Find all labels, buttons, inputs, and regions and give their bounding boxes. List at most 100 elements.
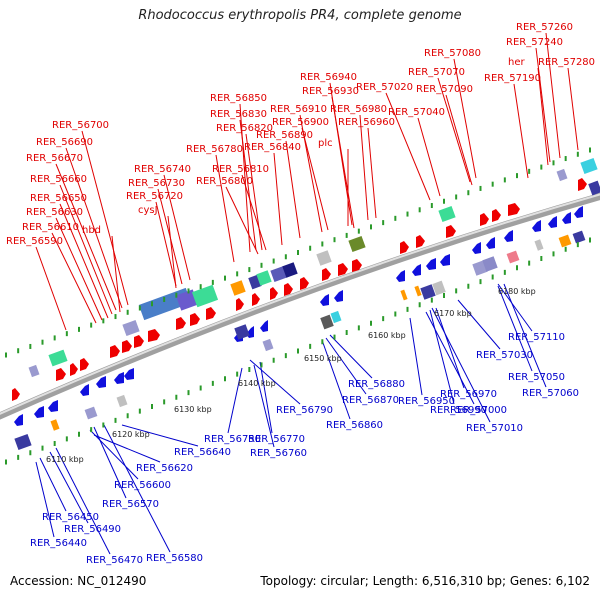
bottom-gene-label: RER_56470 [86, 555, 143, 566]
scale-tick [17, 454, 20, 460]
top-gene-label: RER_56810 [212, 164, 269, 175]
gene-block [262, 338, 274, 352]
scale-tick [5, 352, 7, 358]
scale-tick [552, 251, 555, 257]
scale-tick [430, 203, 433, 209]
bottom-gene-label: RER_56750 [204, 434, 261, 445]
bottom-gene-label: RER_56620 [136, 463, 193, 474]
gene-block [28, 364, 40, 378]
top-label-leader [81, 130, 129, 306]
scale-tick [406, 306, 409, 312]
top-gene-label: RER_56720 [126, 191, 183, 202]
top-gene-label: RER_56900 [272, 117, 329, 128]
scale-tick [297, 250, 299, 255]
scale-tick [126, 413, 129, 419]
top-gene-label: RER_57020 [356, 82, 413, 93]
top-gene-label: RER_56730 [128, 178, 185, 189]
scale-tick [65, 331, 68, 337]
forward-gene-arrow [416, 235, 425, 248]
scale-tick [576, 151, 579, 157]
scale-tick [224, 376, 226, 382]
top-gene-label: RER_56890 [256, 130, 313, 141]
bottom-label-leader [497, 285, 533, 372]
topology-label: Topology: circular; Length: 6,516,310 bp… [260, 574, 590, 588]
top-gene-label: RER_56930 [302, 86, 359, 97]
forward-gene-arrow [110, 345, 120, 358]
bottom-label-leader [435, 307, 465, 389]
scale-tick [467, 283, 470, 289]
gene-block [282, 262, 298, 278]
top-label-leader [65, 147, 123, 309]
forward-gene-arrow [338, 263, 348, 276]
top-label-leader [55, 163, 117, 311]
scale-kbp-label: 6170 kbp [434, 309, 472, 318]
scale-tick [5, 459, 7, 465]
scale-tick [53, 441, 56, 446]
reverse-gene-arrow [440, 254, 450, 266]
scale-tick [211, 380, 214, 386]
forward-gene-arrow [80, 358, 89, 371]
bottom-label-leader [429, 309, 455, 405]
scale-kbp-label: 6120 kbp [112, 430, 150, 439]
reverse-gene-arrow [562, 212, 571, 224]
reverse-gene-arrow [396, 270, 405, 282]
gene-block [14, 433, 32, 451]
top-label-leader [225, 186, 259, 255]
top-label-leader [167, 215, 177, 289]
forward-gene-arrow [134, 335, 144, 348]
scale-tick [138, 305, 141, 311]
top-label-leader [301, 127, 329, 231]
bottom-gene-label: RER_57010 [466, 423, 523, 434]
scale-tick [309, 245, 312, 251]
top-label-leader [35, 246, 67, 331]
top-gene-label: RER_56820 [216, 123, 273, 134]
top-gene-label: RER_56590 [6, 236, 63, 247]
scale-tick [163, 296, 166, 302]
scale-tick [272, 357, 275, 363]
scale-tick [564, 246, 567, 252]
forward-gene-arrow [236, 298, 244, 311]
top-gene-label: RER_56660 [30, 174, 87, 185]
scale-tick [418, 302, 421, 308]
accession-label: Accession: NC_012490 [10, 574, 147, 588]
top-gene-label: RER_56960 [338, 117, 395, 128]
top-label-leader [59, 184, 113, 315]
top-gene-label: RER_57040 [388, 107, 445, 118]
top-label-leader [215, 154, 235, 263]
bottom-gene-label: RER_57050 [508, 372, 565, 383]
scale-tick [394, 215, 397, 221]
reverse-gene-arrow [334, 290, 343, 302]
scale-tick [272, 258, 275, 264]
scale-tick [248, 267, 251, 273]
gene-block [122, 319, 140, 337]
bottom-label-leader [431, 307, 491, 423]
bottom-label-leader [227, 367, 243, 434]
reverse-gene-arrow [472, 242, 481, 254]
top-gene-label: hbd [82, 225, 101, 236]
top-gene-label: RER_57080 [424, 48, 481, 59]
scale-kbp-label: 6140 kbp [238, 379, 276, 388]
top-label-leader [55, 217, 103, 321]
bottom-gene-label: RER_57030 [476, 350, 533, 361]
bottom-gene-label: RER_56640 [174, 447, 231, 458]
forward-gene-arrow [56, 368, 66, 381]
scale-tick [284, 254, 287, 260]
scale-tick [455, 194, 458, 200]
top-label-leader [453, 58, 477, 179]
bottom-label-leader [89, 429, 139, 480]
top-label-leader [359, 114, 369, 221]
scale-tick [199, 284, 202, 290]
bottom-gene-label: RER_56860 [326, 420, 383, 431]
scale-tick [187, 390, 190, 396]
bottom-label-leader [325, 337, 367, 395]
gene-block [572, 230, 586, 244]
gene-block [320, 314, 334, 330]
label-leader-lines [35, 32, 579, 555]
scale-tick [589, 237, 591, 243]
bottom-gene-label: RER_56440 [30, 538, 87, 549]
reverse-gene-arrow [504, 230, 513, 242]
scale-tick [503, 269, 506, 275]
bottom-gene-label: RER_56490 [64, 524, 121, 535]
top-gene-label: RER_57260 [516, 22, 573, 33]
gene-block [330, 310, 342, 324]
